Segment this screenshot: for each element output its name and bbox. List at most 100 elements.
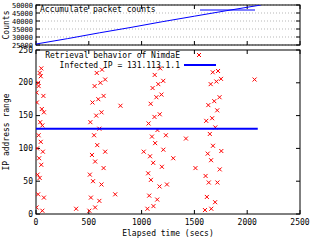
x-tick bbox=[194, 41, 195, 45]
x-tick bbox=[36, 210, 37, 214]
scatter-point bbox=[161, 79, 165, 83]
x-tick bbox=[88, 41, 89, 45]
scatter-point bbox=[154, 95, 158, 99]
scatter-point bbox=[205, 195, 209, 199]
y-tick bbox=[296, 214, 300, 215]
x-tick bbox=[300, 41, 301, 45]
scatter-point bbox=[211, 144, 215, 148]
scatter-point bbox=[160, 165, 164, 169]
scatter-point bbox=[89, 196, 93, 200]
scatter-point bbox=[209, 207, 213, 211]
scatter-point bbox=[209, 158, 213, 162]
x-tick bbox=[194, 50, 195, 54]
scatter-point bbox=[96, 97, 100, 101]
scatter-point bbox=[88, 120, 92, 124]
frame bbox=[36, 5, 300, 45]
y-tick bbox=[296, 45, 300, 46]
legend-swatch bbox=[200, 10, 255, 11]
scatter-point bbox=[158, 112, 162, 116]
y-tick-label: 0 bbox=[28, 210, 33, 219]
y-tick-label: 40000 bbox=[12, 18, 33, 26]
y-tick-label: 150 bbox=[19, 111, 34, 120]
scatter-point bbox=[39, 140, 43, 144]
scatter-point bbox=[91, 179, 95, 183]
scatter-point bbox=[88, 173, 92, 177]
scatter-point bbox=[214, 79, 218, 83]
scatter-point bbox=[204, 119, 208, 123]
scatter-point bbox=[153, 141, 157, 145]
y-tick bbox=[296, 13, 300, 14]
scatter-point bbox=[40, 123, 44, 127]
x-tick bbox=[247, 50, 248, 54]
scatter-point bbox=[156, 82, 160, 86]
scatter-point bbox=[151, 86, 155, 90]
scatter-point bbox=[152, 115, 156, 119]
scatter-point bbox=[41, 150, 45, 154]
scatter-point bbox=[93, 160, 97, 164]
chart: 250003000035000400004500050000CountsAccu… bbox=[0, 0, 320, 240]
scatter-point bbox=[147, 121, 151, 125]
scatter-point bbox=[213, 200, 217, 204]
scatter-point bbox=[36, 173, 40, 177]
y-tick-label: 50 bbox=[23, 177, 33, 186]
y-tick bbox=[296, 82, 300, 83]
y-tick bbox=[36, 181, 40, 182]
y-tick-label: 35000 bbox=[12, 26, 33, 34]
scatter-point bbox=[165, 182, 169, 186]
scatter-point bbox=[158, 184, 162, 188]
data-area bbox=[36, 66, 258, 212]
y-tick bbox=[36, 37, 40, 38]
legend-label: Retrieval behavior of NimdaE bbox=[45, 51, 180, 60]
y-tick bbox=[36, 115, 40, 116]
scatter-point bbox=[74, 207, 78, 211]
scatter-point bbox=[216, 69, 220, 73]
scatter-point bbox=[148, 154, 152, 158]
scatter-point bbox=[90, 100, 94, 104]
scatter-point bbox=[204, 174, 208, 178]
scatter-point bbox=[36, 100, 39, 104]
scatter-point bbox=[87, 209, 91, 213]
scatter-point bbox=[90, 153, 94, 157]
x-tick-label: 500 bbox=[82, 218, 97, 227]
scatter-point bbox=[102, 166, 106, 170]
scatter-point bbox=[36, 146, 39, 150]
scatter-point bbox=[153, 73, 157, 77]
scatter-point bbox=[37, 84, 41, 88]
y-tick bbox=[296, 50, 300, 51]
panel-1: 05010015020025005001000150020002500IP ad… bbox=[2, 46, 310, 239]
scatter-point bbox=[92, 133, 96, 137]
scatter-point bbox=[97, 199, 101, 203]
legend-swatch bbox=[197, 53, 201, 57]
scatter-point bbox=[218, 167, 222, 171]
scatter-point bbox=[146, 171, 150, 175]
scatter-point bbox=[218, 95, 222, 99]
y-tick bbox=[36, 29, 40, 30]
y-tick bbox=[296, 37, 300, 38]
x-tick-label: 2500 bbox=[290, 218, 309, 227]
scatter-point bbox=[99, 110, 103, 114]
scatter-point bbox=[219, 77, 223, 81]
scatter-point bbox=[151, 161, 155, 165]
scatter-point bbox=[36, 192, 40, 196]
scatter-point bbox=[102, 94, 106, 98]
scatter-point bbox=[210, 116, 214, 120]
x-tick-label: 1500 bbox=[185, 218, 204, 227]
scatter-point bbox=[142, 150, 146, 154]
legend-swatch bbox=[184, 64, 216, 66]
scatter-point bbox=[38, 71, 42, 75]
scatter-point bbox=[150, 135, 154, 139]
scatter-point bbox=[39, 74, 43, 78]
scatter-point bbox=[207, 181, 211, 185]
data-area bbox=[36, 5, 261, 44]
scatter-point bbox=[149, 102, 153, 106]
scatter-point bbox=[42, 196, 46, 200]
scatter-point bbox=[212, 99, 216, 103]
legend-label: Accumulate packet counts bbox=[40, 5, 156, 14]
y-axis-label: IP address range bbox=[2, 93, 11, 170]
scatter-point bbox=[193, 166, 197, 170]
y-tick bbox=[296, 115, 300, 116]
x-tick bbox=[36, 5, 37, 9]
x-tick bbox=[300, 50, 301, 54]
y-tick-label: 250 bbox=[19, 46, 34, 55]
scatter-point bbox=[37, 133, 41, 137]
